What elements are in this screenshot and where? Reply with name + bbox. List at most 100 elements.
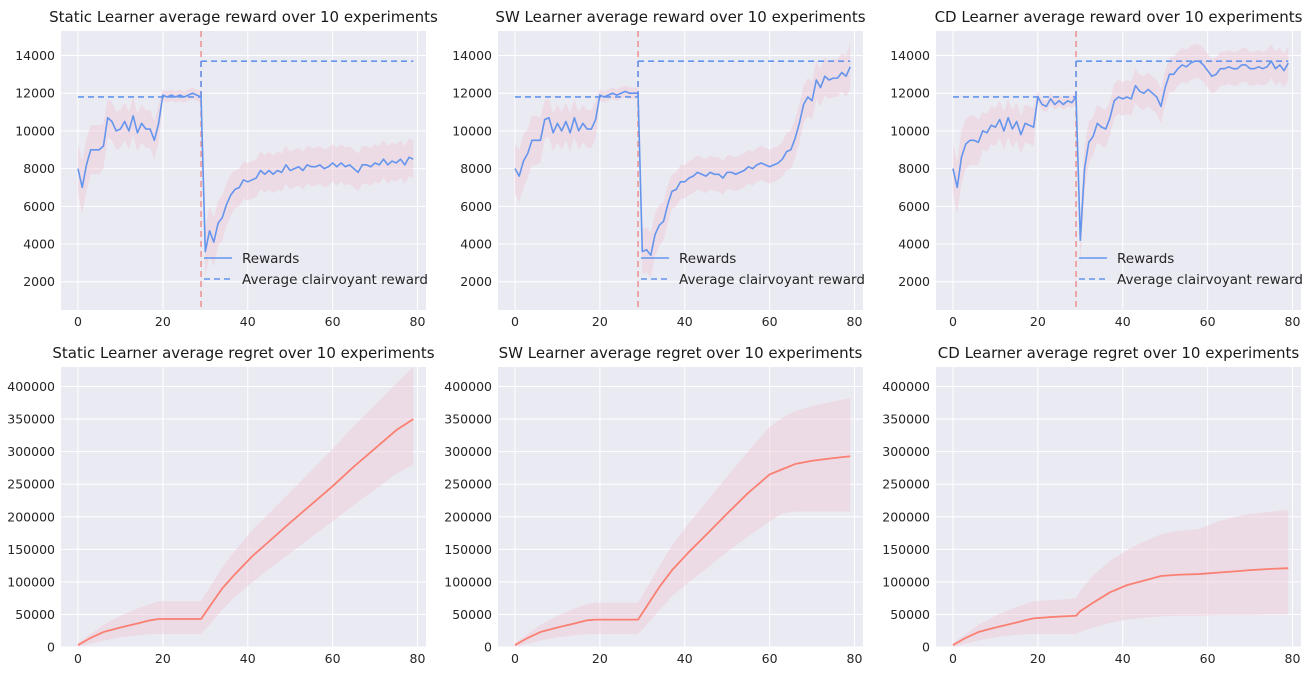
x-tick-label: 80	[847, 314, 863, 329]
y-tick-label: 2000	[460, 274, 492, 289]
x-tick-label: 20	[592, 651, 608, 666]
x-tick-label: 40	[677, 314, 693, 329]
y-tick-label: 4000	[23, 237, 55, 252]
y-tick-label: 10000	[452, 123, 492, 138]
x-tick-label: 0	[511, 651, 519, 666]
plot-area	[498, 367, 863, 647]
y-tick-label: 6000	[898, 199, 930, 214]
y-tick-label: 300000	[882, 444, 930, 459]
rewards-line	[952, 60, 1289, 242]
legend-label-clairvoyant: Average clairvoyant reward	[1117, 272, 1303, 288]
plot-area	[61, 31, 426, 310]
y-tick-label: 2000	[23, 274, 55, 289]
y-tick-label: 10000	[15, 123, 55, 138]
regret-confidence-band	[77, 367, 414, 647]
x-tick-label: 60	[762, 651, 778, 666]
y-tick-label: 14000	[890, 48, 930, 63]
y-tick-label: 400000	[444, 379, 492, 394]
reward-confidence-band	[77, 87, 414, 277]
x-tick-label: 60	[1200, 651, 1216, 666]
y-tick-label: 0	[922, 640, 930, 655]
y-tick-label: 14000	[15, 48, 55, 63]
y-tick-label: 400000	[7, 379, 55, 394]
y-tick-label: 0	[47, 640, 55, 655]
y-tick-label: 350000	[444, 412, 492, 427]
y-tick-label: 6000	[23, 199, 55, 214]
y-tick-label: 12000	[15, 86, 55, 101]
x-tick-label: 80	[410, 651, 426, 666]
plot-area	[936, 31, 1301, 310]
legend-label-clairvoyant: Average clairvoyant reward	[242, 272, 428, 288]
y-tick-label: 200000	[882, 509, 930, 524]
y-tick-label: 8000	[898, 161, 930, 176]
y-tick-label: 200000	[7, 509, 55, 524]
y-tick-label: 100000	[7, 574, 55, 589]
y-tick-label: 250000	[7, 477, 55, 492]
plot-area	[498, 31, 863, 310]
chart-title: CD Learner average regret over 10 experi…	[938, 344, 1300, 362]
y-tick-label: 350000	[882, 412, 930, 427]
plot-area	[936, 367, 1301, 647]
y-tick-label: 4000	[460, 237, 492, 252]
x-tick-label: 20	[592, 314, 608, 329]
chart-title: CD Learner average reward over 10 experi…	[935, 8, 1303, 26]
y-tick-label: 0	[484, 640, 492, 655]
chart-title: Static Learner average reward over 10 ex…	[49, 8, 438, 26]
x-tick-label: 40	[1115, 651, 1131, 666]
x-tick-label: 0	[74, 651, 82, 666]
y-tick-label: 12000	[890, 86, 930, 101]
x-tick-label: 0	[511, 314, 519, 329]
y-tick-label: 250000	[444, 477, 492, 492]
legend-label-rewards: Rewards	[1117, 251, 1174, 267]
y-tick-label: 2000	[898, 274, 930, 289]
x-tick-label: 40	[677, 651, 693, 666]
chart-title: SW Learner average regret over 10 experi…	[499, 344, 863, 362]
y-tick-label: 50000	[15, 607, 55, 622]
regret-line	[77, 418, 414, 646]
x-tick-label: 0	[74, 314, 82, 329]
chart-panel-1: 2000 4000 6000 8000 10000 12000 14000 0 20 40 60 80…	[15, 8, 438, 329]
chart-panel-2: 2000 4000 6000 8000 10000 12000 14000 0 20 40 60 80…	[452, 8, 866, 329]
x-tick-label: 60	[325, 651, 341, 666]
x-tick-label: 80	[1285, 314, 1301, 329]
x-tick-label: 20	[1030, 651, 1046, 666]
x-tick-label: 80	[1285, 651, 1301, 666]
x-tick-label: 60	[1200, 314, 1216, 329]
y-tick-label: 350000	[7, 412, 55, 427]
chart-panel-3: 2000 4000 6000 8000 10000 12000 14000 0 20 40 60 80…	[890, 8, 1303, 329]
y-tick-label: 400000	[882, 379, 930, 394]
x-tick-label: 0	[949, 651, 957, 666]
y-tick-label: 100000	[444, 574, 492, 589]
x-tick-label: 40	[240, 314, 256, 329]
x-tick-label: 40	[1115, 314, 1131, 329]
regret-line	[952, 567, 1289, 646]
x-tick-label: 40	[240, 651, 256, 666]
y-tick-label: 150000	[882, 542, 930, 557]
x-tick-label: 60	[325, 314, 341, 329]
y-tick-label: 4000	[898, 237, 930, 252]
y-tick-label: 50000	[890, 607, 930, 622]
y-tick-label: 50000	[452, 607, 492, 622]
y-tick-label: 300000	[7, 444, 55, 459]
chart-panel-6: 0 50000 100000 150000 200000 250000 300000 3500…	[882, 344, 1301, 666]
y-tick-label: 8000	[460, 161, 492, 176]
y-tick-label: 6000	[460, 199, 492, 214]
x-tick-label: 20	[155, 651, 171, 666]
legend-label-rewards: Rewards	[679, 251, 736, 267]
chart-panel-4: 0 50000 100000 150000 200000 250000 300000 3500…	[7, 344, 435, 666]
regret-confidence-band	[514, 398, 851, 647]
rewards-line	[77, 92, 414, 253]
y-tick-label: 150000	[444, 542, 492, 557]
x-tick-label: 60	[762, 314, 778, 329]
legend-label-rewards: Rewards	[242, 251, 299, 267]
x-tick-label: 20	[155, 314, 171, 329]
regret-line	[514, 455, 851, 646]
x-tick-label: 80	[847, 651, 863, 666]
chart-panel-5: 0 50000 100000 150000 200000 250000 300000 3500…	[444, 344, 863, 666]
y-tick-label: 150000	[7, 542, 55, 557]
regret-confidence-band	[952, 509, 1289, 647]
y-tick-label: 8000	[23, 161, 55, 176]
y-tick-label: 100000	[882, 574, 930, 589]
x-tick-label: 0	[949, 314, 957, 329]
